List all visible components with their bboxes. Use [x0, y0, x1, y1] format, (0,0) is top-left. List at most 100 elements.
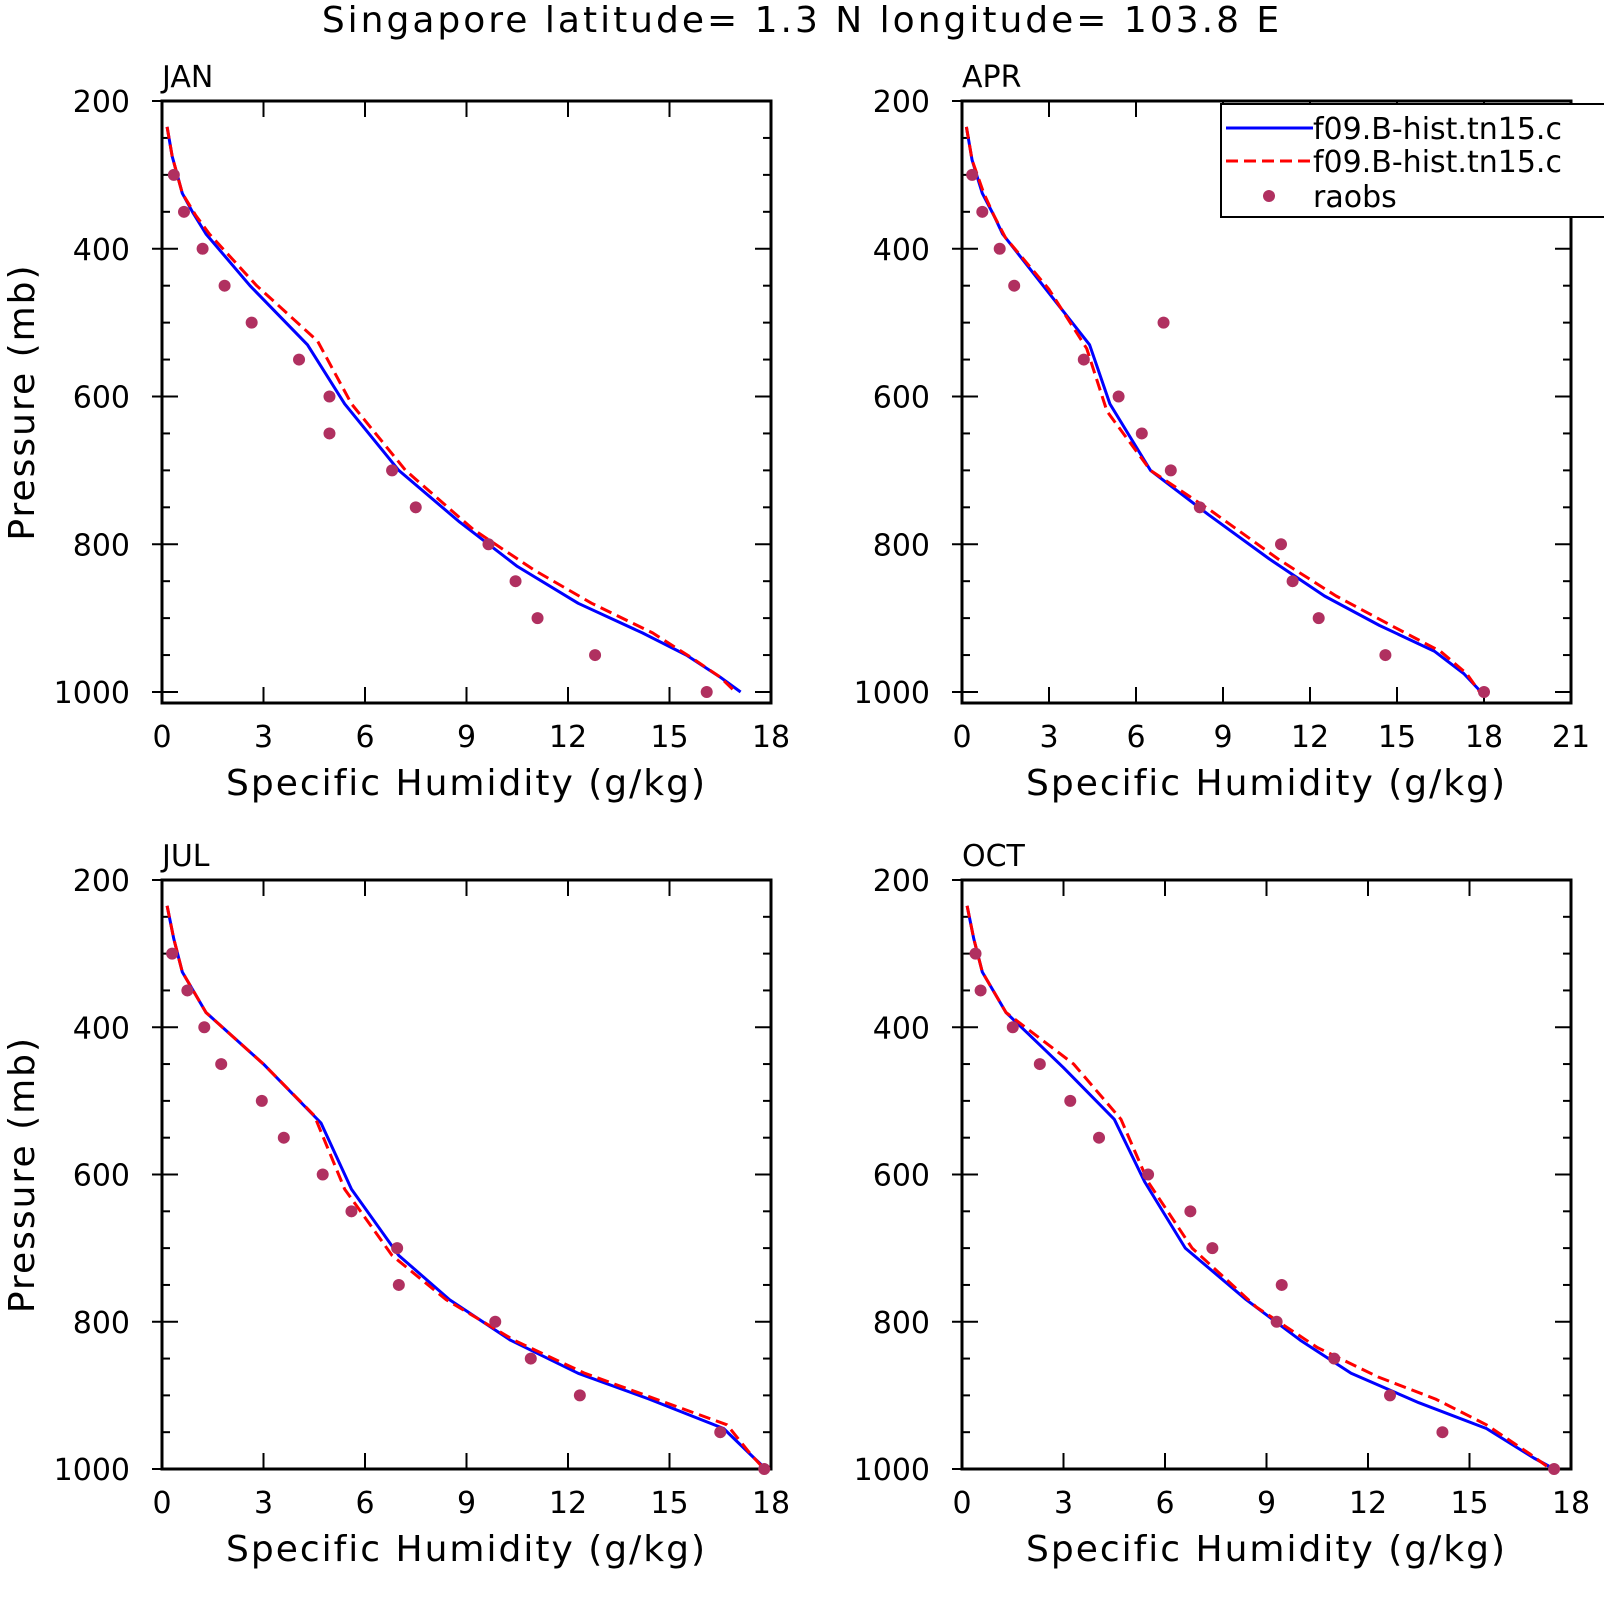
raobs-point [198, 1021, 211, 1034]
model-line-solid [165, 126, 742, 694]
model-line-dashed [165, 126, 737, 694]
raobs-point [316, 1168, 329, 1181]
x-tick-label: 3 [1039, 720, 1058, 755]
x-tick-label: 12 [1349, 1486, 1387, 1521]
y-tick-label: 600 [873, 1159, 930, 1194]
x-tick-label: 9 [457, 720, 476, 755]
y-tick-label: 400 [873, 1011, 930, 1046]
x-tick-label: 6 [1155, 1486, 1174, 1521]
y-tick-label: 600 [73, 381, 130, 416]
raobs-point [1164, 464, 1177, 477]
raobs-point [700, 686, 713, 698]
raobs-point [1270, 1315, 1283, 1328]
y-tick-label: 800 [73, 528, 130, 563]
raobs-point [1286, 575, 1299, 588]
y-axis-title: Pressure (mb) [2, 263, 43, 540]
raobs-point [589, 649, 602, 662]
raobs-point [1379, 649, 1392, 662]
model-line-solid [965, 905, 1555, 1471]
raobs-point [277, 1131, 290, 1144]
x-tick-label: 15 [650, 1486, 688, 1521]
x-axis-title: Specific Humidity (g/kg) [226, 763, 707, 804]
raobs-point [1064, 1094, 1077, 1107]
raobs-point [177, 205, 190, 218]
y-tick-label: 400 [73, 233, 130, 268]
raobs-point [1275, 538, 1287, 551]
raobs-point [531, 612, 544, 625]
raobs-point [489, 1315, 502, 1328]
raobs-point [1006, 1021, 1019, 1034]
model-line-solid [165, 905, 767, 1471]
x-tick-label: 12 [549, 720, 587, 755]
y-tick-label: 1000 [854, 676, 930, 711]
x-tick-label: 18 [1552, 1486, 1590, 1521]
raobs-point [181, 984, 194, 997]
raobs-point [509, 575, 522, 588]
x-tick-label: 6 [355, 1486, 374, 1521]
y-tick-label: 1000 [54, 1453, 130, 1488]
raobs-point [1436, 1426, 1449, 1439]
raobs-point [1193, 501, 1206, 514]
raobs-point [1548, 1463, 1561, 1475]
x-tick-label: 0 [152, 1486, 171, 1521]
panel-oct: 200 400 600 800 1000 0 3 6 9 12 15 18 Specific Humid… [854, 839, 1590, 1570]
raobs-point [1157, 316, 1170, 329]
panel-jan: 200 400 600 800 1000 0 3 6 9 12 15 18 Specific Humid… [2, 60, 790, 804]
panel-label: JUL [160, 839, 210, 874]
model-line-dashed [964, 126, 1481, 693]
x-tick-label: 18 [752, 720, 790, 755]
raobs-point [218, 279, 231, 292]
panel-label: APR [962, 60, 1021, 95]
y-tick-label: 600 [73, 1159, 130, 1194]
y-tick-label: 800 [73, 1306, 130, 1341]
raobs-point [409, 501, 422, 514]
panel-label: JAN [160, 60, 213, 95]
x-tick-label: 12 [1291, 720, 1329, 755]
raobs-point [386, 464, 399, 477]
raobs-point [196, 242, 209, 255]
x-axis-title: Specific Humidity (g/kg) [226, 1529, 707, 1570]
figure-title: Singapore latitude= 1.3 N longitude= 103… [321, 0, 1283, 41]
raobs-point [167, 168, 180, 181]
y-tick-label: 200 [73, 864, 130, 899]
raobs-point [993, 242, 1006, 255]
y-tick-label: 200 [73, 85, 130, 120]
raobs-point [323, 390, 336, 403]
raobs-point [1112, 390, 1125, 403]
x-tick-label: 6 [355, 720, 374, 755]
x-tick-label: 6 [1126, 720, 1145, 755]
raobs-point [573, 1389, 586, 1402]
x-tick-label: 9 [1213, 720, 1232, 755]
raobs-point [714, 1426, 727, 1439]
x-tick-label: 9 [1257, 1486, 1276, 1521]
x-tick-label: 0 [952, 1486, 971, 1521]
raobs-point [1135, 427, 1148, 440]
legend-label: f09.B-hist.tn15.c [1313, 145, 1562, 180]
raobs-point [482, 538, 495, 551]
raobs-point [1142, 1168, 1155, 1181]
x-tick-label: 15 [1450, 1486, 1488, 1521]
x-axis-title: Specific Humidity (g/kg) [1026, 763, 1507, 804]
x-tick-label: 15 [650, 720, 688, 755]
raobs-point [976, 205, 989, 218]
x-tick-label: 12 [549, 1486, 587, 1521]
legend-label: raobs [1313, 180, 1397, 215]
raobs-point [1312, 612, 1325, 625]
model-line-dashed [165, 905, 766, 1471]
panel-label: OCT [962, 839, 1026, 874]
y-tick-label: 400 [73, 1011, 130, 1046]
raobs-point [1093, 1131, 1106, 1144]
x-tick-label: 3 [254, 720, 273, 755]
raobs-point [245, 316, 258, 329]
raobs-point [323, 427, 336, 440]
y-tick-label: 800 [873, 528, 930, 563]
raobs-point [215, 1058, 228, 1071]
legend-dot-icon [1263, 190, 1275, 202]
raobs-point [1008, 279, 1021, 292]
plot-frame [160, 99, 773, 705]
panel-jul: 200 400 600 800 1000 0 3 6 9 12 15 18 Specific Humid… [2, 839, 790, 1570]
raobs-point [255, 1094, 268, 1107]
x-tick-label: 3 [254, 1486, 273, 1521]
x-tick-label: 0 [152, 720, 171, 755]
